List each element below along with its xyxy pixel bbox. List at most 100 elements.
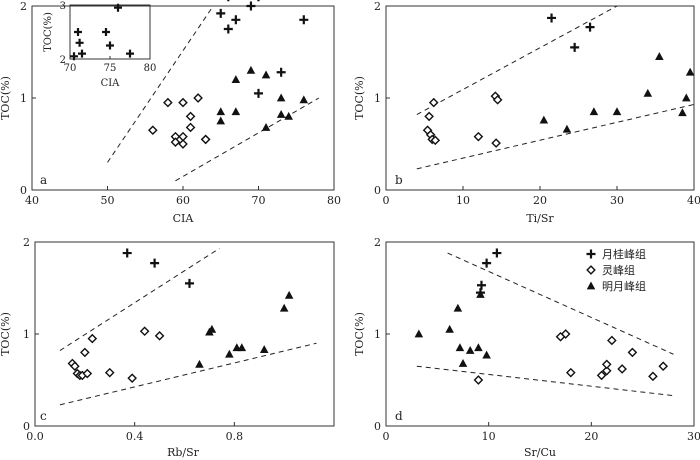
panel-a-ticks: 40 50 60 70 80 0 1 2 — [20, 0, 341, 207]
panel-b-ylabel: TOC(%) — [353, 76, 366, 120]
panel-a-trendline-1 — [107, 5, 214, 163]
panel-c-plus-point — [184, 278, 194, 288]
panel-c-triangle-point — [207, 324, 217, 333]
panel-d-triangle-point — [465, 346, 475, 354]
panel-d-ylabel: TOC(%) — [353, 312, 366, 356]
panel-d-diamond-point — [658, 361, 669, 372]
panel-d-trendline-2 — [416, 365, 674, 397]
panel-a-diamond-point — [185, 111, 196, 122]
panel-d-ytick-label: 2 — [374, 236, 381, 249]
legend-triangle-marker — [586, 281, 596, 290]
panel-d-xtick-label: 30 — [687, 430, 700, 443]
panel-a-xtick-label: 40 — [25, 194, 39, 207]
panel-b-diamond-point — [491, 138, 501, 148]
panel-a-plus-point — [299, 15, 309, 25]
panel-c-ylabel: TOC(%) — [0, 312, 12, 356]
legend-item-triangle: 明月峰组 — [586, 279, 646, 293]
panel-b-xtick-label: 30 — [610, 194, 624, 207]
legend-diamond-label: 灵峰组 — [602, 263, 635, 277]
panel-c-triangle-point — [225, 349, 234, 358]
panel-d-triangle-point — [414, 329, 424, 338]
panel-a: a CIA TOC(%) 40 50 60 70 80 0 1 2 CIA TOC(%) 70… — [0, 0, 341, 225]
panel-a-triangle-point — [261, 70, 271, 79]
panel-a-plus-point — [276, 67, 286, 77]
panel-a-triangle-point — [216, 107, 226, 116]
panel-d-xtick-label: 0 — [383, 430, 390, 443]
panel-d-diamond-point — [601, 359, 612, 370]
panel-a-diamond-point — [193, 93, 203, 103]
panel-d-plus-point — [492, 248, 502, 258]
panel-c-xtick-label: 0.8 — [226, 430, 244, 443]
panel-b-xtick-label: 10 — [456, 194, 470, 207]
panel-c-diamond-point — [82, 368, 93, 379]
panel-b-ticks: 0 10 20 30 40 0 1 2 — [374, 0, 700, 207]
legend: 月桂峰组 灵峰组 明月峰组 — [586, 247, 646, 293]
panel-b-plus-point — [570, 42, 580, 52]
panel-d-triangle-point — [453, 303, 463, 312]
panel-b-frame — [385, 5, 695, 191]
inset-plus-point — [70, 52, 78, 61]
legend-triangle-label: 明月峰组 — [602, 279, 646, 293]
legend-triangle-symbol — [586, 281, 596, 290]
panel-d-triangle-point — [455, 343, 465, 352]
panel-c-ytick-label: 0 — [23, 420, 30, 433]
panel-a-xlabel: CIA — [173, 212, 195, 225]
panel-b-plus-point — [547, 13, 557, 23]
panel-b-ytick-label: 2 — [374, 0, 381, 13]
panel-c-trendline-1 — [59, 248, 220, 351]
panel-b-xlabel: Ti/Sr — [526, 212, 554, 225]
inset-plus-point — [78, 49, 86, 58]
inset-xtick-label: 70 — [64, 63, 77, 74]
panel-a-plus-point — [257, 0, 260, 2]
panel-d-diamond-point — [565, 367, 576, 378]
panel-d-diamond-point — [596, 370, 607, 381]
panel-a-diamond-point — [163, 97, 173, 108]
panel-d-triangle-point — [474, 343, 483, 352]
panel-d-diamond-point — [607, 335, 617, 346]
panel-b-diamond-point — [473, 131, 484, 142]
panel-b-trendline-1 — [416, 5, 618, 115]
inset-ytick-label: 2 — [60, 55, 66, 66]
panel-c-plus-point — [150, 258, 160, 268]
panel-a-xtick-label: 50 — [101, 194, 115, 207]
panel-d-ytick-label: 1 — [374, 328, 381, 341]
panel-b-triangle-point — [643, 88, 653, 97]
panel-b-triangle-point — [562, 124, 572, 133]
panel-a-triangle-point — [284, 111, 293, 120]
panel-b-triangle-point — [685, 67, 695, 76]
inset-points — [70, 3, 134, 61]
legend-plus-label: 月桂峰组 — [602, 247, 646, 261]
panel-c-ticks: 0.0 0.4 0.8 0 1 2 — [23, 236, 243, 443]
panel-a-plus-point — [246, 1, 256, 11]
panel-a-ytick-label: 0 — [20, 184, 27, 197]
panel-b-trendline-2 — [416, 103, 695, 170]
panel-b: b Ti/Sr TOC(%) 0 10 20 30 40 0 1 2 — [353, 0, 700, 225]
panel-d-points — [414, 248, 669, 385]
legend-plus-marker — [586, 249, 596, 259]
panel-c-diamond-point — [80, 347, 90, 358]
panel-a-triangle-point — [276, 93, 286, 102]
panel-a-xtick-label: 80 — [327, 194, 341, 207]
panel-c-triangle-point — [259, 345, 269, 354]
panel-b-diamond-point — [430, 135, 441, 146]
panel-b-triangle-point — [612, 107, 622, 116]
panel-c-diamond-point — [139, 326, 150, 337]
panel-b-trendlines — [416, 5, 695, 170]
panel-d-diamond-point — [473, 375, 484, 385]
inset-plus-point — [75, 38, 84, 47]
panel-c-triangle-point — [195, 359, 204, 368]
inset-plus-point — [106, 41, 114, 50]
panel-d-trendlines — [416, 252, 674, 397]
panel-b-diamond-point — [424, 111, 434, 122]
panel-a-plus-point — [216, 8, 226, 18]
panel-d-xtick-label: 20 — [584, 430, 598, 443]
panel-a-ytick-label: 2 — [20, 0, 27, 13]
panel-d-xtick-label: 10 — [482, 430, 496, 443]
panel-a-diamond-point — [200, 134, 211, 145]
panel-d: d Sr/Cu TOC(%) 0 10 20 30 0 1 2 — [353, 236, 700, 459]
panel-a-triangle-point — [261, 122, 271, 131]
panel-b-ytick-label: 1 — [374, 92, 381, 105]
legend-diamond-marker — [586, 265, 596, 275]
panel-a-triangle-point — [299, 95, 309, 104]
